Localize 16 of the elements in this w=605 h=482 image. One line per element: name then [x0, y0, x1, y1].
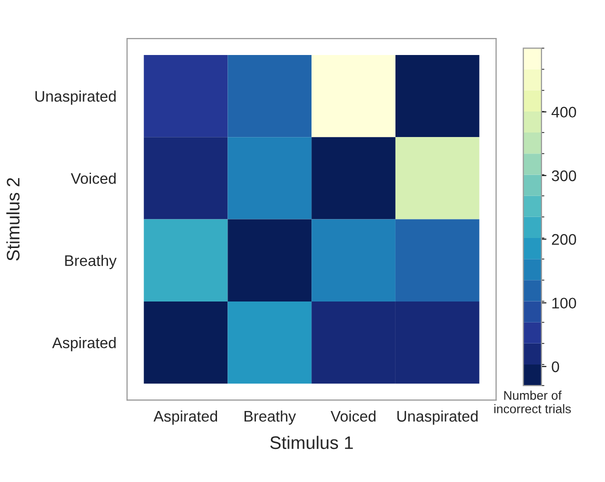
x-tick-label: Unaspirated — [397, 410, 478, 425]
x-tick-label: Breathy — [244, 410, 296, 425]
y-tick-label: Unaspirated — [35, 90, 116, 105]
color-bar-title: Number of incorrect trials — [494, 390, 571, 414]
color-bar-label: 100 — [552, 298, 576, 309]
color-bar-label: 200 — [552, 234, 576, 245]
x-tick-label: Voiced — [330, 410, 376, 422]
color-bar-label: 400 — [552, 106, 576, 118]
color-bar-label: 0 — [552, 361, 560, 372]
y-tick-label: Breathy — [65, 254, 117, 270]
y-tick-label: Aspirated — [52, 337, 116, 352]
color-bar-label: 300 — [552, 170, 576, 182]
x-tick-label: Aspirated — [154, 410, 218, 425]
y-tick-label: Voiced — [70, 172, 116, 184]
x-axis-title: Stimulus 1 — [270, 436, 353, 450]
y-axis-title: Stimulus 2 — [6, 178, 20, 261]
